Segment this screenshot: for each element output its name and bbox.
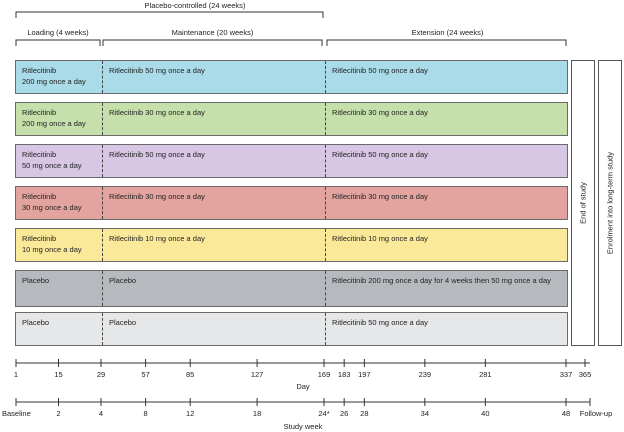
day-tick-label: 1 [14, 370, 18, 379]
loading-bracket [15, 39, 101, 46]
maintenance-bracket [102, 39, 323, 46]
day-tick-label: 85 [186, 370, 194, 379]
end-of-study-box: End of study [571, 60, 595, 346]
arm-loading-cell: Ritlecitinib 30 mg once a day [22, 192, 82, 212]
arm-maintenance-cell: Ritlecitinib 50 mg once a day [102, 61, 325, 93]
day-tick-label: 57 [141, 370, 149, 379]
week-tick-label: 28 [360, 409, 368, 418]
arm-loading-cell: Ritlecitinib 50 mg once a day [22, 150, 82, 170]
arm-extension-cell: Ritlecitinib 10 mg once a day [325, 229, 567, 261]
day-tick-label: 239 [419, 370, 432, 379]
arm-row: Ritlecitinib 50 mg once a day Ritlecitinib… [15, 144, 568, 178]
week-tick-label: Baseline [2, 409, 31, 418]
week-tick-label: 48 [562, 409, 570, 418]
arm-row: Placebo Placebo Ritlecitinib 50 mg once a … [15, 312, 568, 346]
day-tick-label: 15 [54, 370, 62, 379]
placebo-controlled-bracket [15, 11, 324, 18]
arm-loading-cell: Placebo [22, 318, 50, 327]
week-tick-label: 40 [481, 409, 489, 418]
arm-loading-cell: Ritlecitinib 200 mg once a day [22, 108, 86, 128]
timeline-axes: 1 15 29 57 85 127 169 183 197 239 281 337 365 Day Base… [2, 359, 613, 431]
arm-maintenance-cell: Ritlecitinib 50 mg once a day [102, 145, 325, 177]
arm-row: Ritlecitinib 30 mg once a day Ritlecitinib… [15, 186, 568, 220]
week-tick-label: 2 [56, 409, 60, 418]
arm-loading-cell: Ritlecitinib 200 mg once a day [22, 66, 86, 86]
arm-extension-cell: Ritlecitinib 50 mg once a day [325, 61, 567, 93]
day-tick-label: 197 [358, 370, 371, 379]
day-tick-label: 127 [251, 370, 264, 379]
arm-loading-cell: Ritlecitinib 10 mg once a day [22, 234, 82, 254]
arm-row: Ritlecitinib 200 mg once a day Ritlecitini… [15, 102, 568, 136]
week-tick-label: 18 [253, 409, 261, 418]
day-tick-label: 29 [97, 370, 105, 379]
maintenance-label: Maintenance (20 weeks) [171, 28, 254, 37]
arm-extension-cell: Ritlecitinib 30 mg once a day [325, 187, 567, 219]
arm-maintenance-cell: Placebo [102, 271, 325, 306]
arm-row: Ritlecitinib 200 mg once a day Ritlecitini… [15, 60, 568, 94]
arm-maintenance-cell: Ritlecitinib 10 mg once a day [102, 229, 325, 261]
arm-extension-cell: Ritlecitinib 50 mg once a day [325, 145, 567, 177]
enrolment-label: Enrolment into long-term study [605, 151, 615, 255]
extension-label: Extension (24 weeks) [411, 28, 484, 37]
week-tick-label: 34 [421, 409, 429, 418]
enrolment-box: Enrolment into long-term study [598, 60, 622, 346]
extension-bracket [326, 39, 567, 46]
week-tick-label: 24* [318, 409, 329, 418]
week-tick-label: 26 [340, 409, 348, 418]
week-axis-label: Study week [284, 422, 323, 431]
day-tick-label: 337 [560, 370, 573, 379]
loading-label: Loading (4 weeks) [27, 28, 89, 37]
arm-loading-cell: Placebo [22, 276, 50, 285]
header-brackets [15, 11, 567, 46]
arm-extension-cell: Ritlecitinib 200 mg once a day for 4 wee… [325, 271, 567, 306]
arm-row: Ritlecitinib 10 mg once a day Ritlecitinib… [15, 228, 568, 262]
day-tick-label: 169 [318, 370, 331, 379]
week-tick-label: 4 [99, 409, 103, 418]
arm-maintenance-cell: Ritlecitinib 30 mg once a day [102, 187, 325, 219]
week-tick-label: 8 [144, 409, 148, 418]
week-tick-label: Follow-up [580, 409, 613, 418]
placebo-controlled-label: Placebo-controlled (24 weeks) [144, 1, 246, 10]
day-axis-label: Day [296, 382, 310, 391]
day-tick-label: 183 [338, 370, 351, 379]
day-tick-label: 365 [579, 370, 592, 379]
arm-extension-cell: Ritlecitinib 30 mg once a day [325, 103, 567, 135]
arm-maintenance-cell: Placebo [102, 313, 325, 345]
week-tick-label: 12 [186, 409, 194, 418]
day-tick-label: 281 [479, 370, 492, 379]
arm-extension-cell: Ritlecitinib 50 mg once a day [325, 313, 567, 345]
arm-maintenance-cell: Ritlecitinib 30 mg once a day [102, 103, 325, 135]
arm-row: Placebo Placebo Ritlecitinib 200 mg once a… [15, 270, 568, 307]
end-of-study-label: End of study [578, 182, 588, 224]
